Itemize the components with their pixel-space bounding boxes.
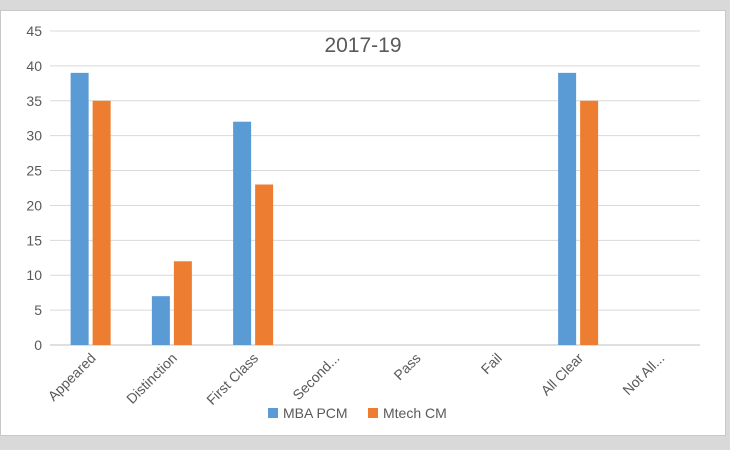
x-axis-tick-labels: Appeared Distinction First Class Second... P… — [44, 350, 667, 408]
x-tick-label: Pass — [390, 350, 423, 383]
y-tick-label: 0 — [34, 337, 42, 353]
bar-mba-pcm — [151, 296, 170, 345]
y-tick-label: 30 — [26, 128, 42, 144]
x-tick-label: Distinction — [123, 350, 180, 407]
legend-label: Mtech CM — [383, 405, 447, 421]
y-tick-label: 45 — [26, 23, 42, 39]
bar-mba-pcm — [558, 72, 577, 345]
y-tick-label: 35 — [26, 93, 42, 109]
bar-mtech-cm — [92, 100, 111, 346]
y-tick-label: 10 — [26, 267, 42, 283]
legend-swatch — [368, 408, 378, 418]
x-tick-label: Fail — [478, 350, 505, 377]
legend-swatch — [268, 408, 278, 418]
legend-label: MBA PCM — [283, 405, 348, 421]
bar-mtech-cm — [255, 184, 274, 345]
x-tick-label: First Class — [203, 350, 261, 408]
x-tick-label: Not All... — [619, 350, 667, 398]
x-tick-label: Appeared — [44, 350, 98, 404]
y-tick-label: 15 — [26, 232, 42, 248]
chart-title: 2017-19 — [324, 34, 401, 57]
chart-frame — [0, 10, 726, 436]
bar-mba-pcm — [70, 72, 89, 345]
y-tick-label: 40 — [26, 58, 42, 74]
bar-mtech-cm — [173, 261, 192, 345]
gridlines — [50, 30, 700, 346]
y-tick-label: 5 — [34, 302, 42, 318]
y-tick-label: 25 — [26, 163, 42, 179]
x-tick-label: All Clear — [538, 350, 587, 399]
bars — [70, 72, 599, 346]
y-axis-tick-labels: 0 5 10 15 20 25 30 35 40 45 — [26, 23, 42, 353]
x-tick-label: Second... — [289, 350, 342, 403]
bar-mtech-cm — [580, 100, 599, 346]
legend: MBA PCM Mtech CM — [268, 405, 447, 421]
bar-mba-pcm — [233, 121, 252, 345]
y-tick-label: 20 — [26, 197, 42, 213]
